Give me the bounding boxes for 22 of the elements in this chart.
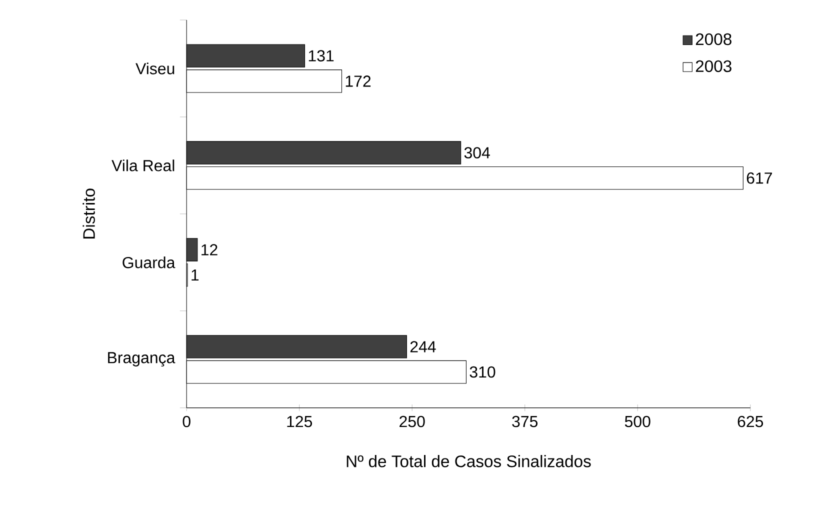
- y-tick-label: Vila Real: [112, 160, 174, 172]
- y-tick-label: Bragança: [108, 352, 176, 367]
- x-tick-label: 500: [624, 416, 650, 428]
- x-axis-title: Nº de Total de Casos Sinalizados: [346, 455, 591, 468]
- y-axis-title: Distrito: [82, 188, 95, 239]
- data-label: 244: [410, 341, 436, 352]
- x-tick-label: 625: [738, 416, 764, 428]
- data-label: 304: [464, 147, 490, 159]
- legend-label: 2008: [696, 33, 732, 46]
- x-tick-label: 250: [400, 416, 425, 428]
- data-label: 1: [192, 270, 199, 281]
- x-tick-label: 125: [287, 416, 312, 428]
- legend-label: 2003: [696, 60, 732, 72]
- x-tick-label: 0: [182, 416, 190, 428]
- y-tick-label: Guarda: [122, 256, 176, 268]
- data-label: 12: [202, 244, 218, 256]
- data-label: 131: [308, 50, 334, 62]
- data-label: 310: [470, 366, 496, 378]
- y-tick-label: Viseu: [136, 62, 174, 74]
- data-label: 172: [346, 76, 371, 87]
- x-tick-label: 375: [512, 416, 538, 428]
- data-label: 617: [746, 172, 772, 184]
